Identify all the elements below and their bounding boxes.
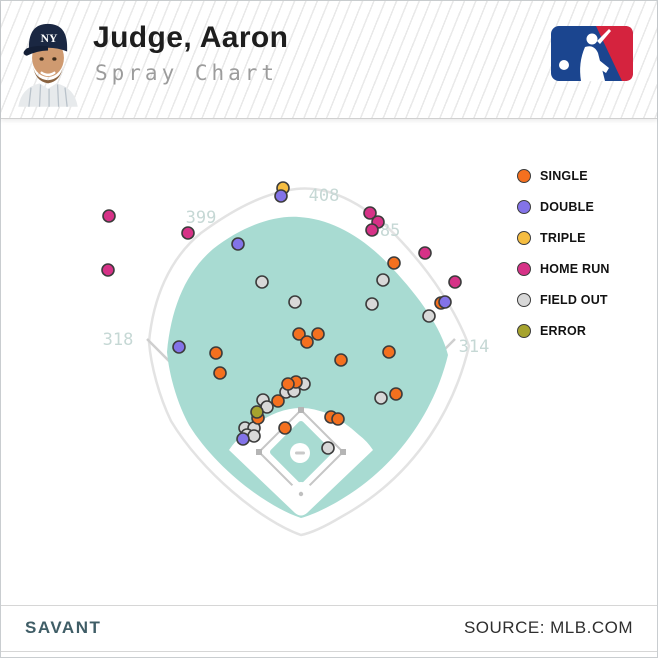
hit-dot-single[interactable]	[334, 353, 348, 367]
hit-dot-double[interactable]	[438, 295, 452, 309]
hit-dot-double[interactable]	[236, 432, 250, 446]
mlb-logo-icon	[551, 26, 633, 81]
pitcher-rubber	[295, 451, 305, 455]
hit-dot-single[interactable]	[300, 335, 314, 349]
hit-dot-single[interactable]	[213, 366, 227, 380]
header: NY Judge, Aaron Spray Chart	[1, 1, 657, 119]
legend-item-triple: TRIPLE	[517, 231, 610, 245]
legend-label: TRIPLE	[540, 231, 586, 245]
legend-swatch-double	[517, 200, 531, 214]
page-subtitle: Spray Chart	[95, 61, 279, 85]
hit-dot-single[interactable]	[209, 346, 223, 360]
hit-dot-error[interactable]	[250, 405, 264, 419]
legend-swatch-field-out	[517, 293, 531, 307]
second-base	[298, 407, 304, 413]
legend-label: ERROR	[540, 324, 587, 338]
hit-dot-home-run[interactable]	[448, 275, 462, 289]
legend: SINGLE DOUBLE TRIPLE HOME RUN FIELD OUT ERROR	[517, 169, 610, 338]
hit-dot-home-run[interactable]	[365, 223, 379, 237]
wall-distance-314: 314	[459, 337, 490, 357]
hit-dot-single[interactable]	[271, 394, 285, 408]
hit-dot-single[interactable]	[311, 327, 325, 341]
hit-dot-double[interactable]	[274, 189, 288, 203]
hit-dot-field-out[interactable]	[374, 391, 388, 405]
legend-item-error: ERROR	[517, 324, 610, 338]
hit-dot-field-out[interactable]	[376, 273, 390, 287]
hit-dot-field-out[interactable]	[247, 429, 261, 443]
legend-swatch-home-run	[517, 262, 531, 276]
source-credit: SOURCE: MLB.COM	[463, 618, 633, 637]
hit-dot-double[interactable]	[231, 237, 245, 251]
footer: SAVANT SOURCE: MLB.COM	[1, 605, 657, 652]
legend-label: FIELD OUT	[540, 293, 608, 307]
legend-item-home-run: HOME RUN	[517, 262, 610, 276]
legend-item-single: SINGLE	[517, 169, 610, 183]
third-base	[256, 449, 262, 455]
hit-dot-double[interactable]	[172, 340, 186, 354]
home-plate	[298, 491, 304, 497]
savant-brand: SAVANT	[25, 618, 102, 637]
hit-dot-single[interactable]	[331, 412, 345, 426]
hit-dot-field-out[interactable]	[288, 295, 302, 309]
legend-label: SINGLE	[540, 169, 588, 183]
wall-distance-408: 408	[309, 186, 340, 206]
legend-item-field-out: FIELD OUT	[517, 293, 610, 307]
wall-distance-318: 318	[103, 330, 134, 350]
legend-swatch-single	[517, 169, 531, 183]
hit-dot-home-run[interactable]	[101, 263, 115, 277]
hit-dot-single[interactable]	[281, 377, 295, 391]
legend-item-double: DOUBLE	[517, 200, 610, 214]
hit-dot-home-run[interactable]	[363, 206, 377, 220]
wall-distance-399: 399	[186, 208, 217, 228]
player-headshot: NY	[18, 23, 78, 107]
legend-swatch-error	[517, 324, 531, 338]
svg-text:NY: NY	[41, 32, 58, 45]
hit-dot-single[interactable]	[382, 345, 396, 359]
hit-dot-field-out[interactable]	[422, 309, 436, 323]
hit-dot-single[interactable]	[389, 387, 403, 401]
hit-dot-field-out[interactable]	[365, 297, 379, 311]
hit-dot-single[interactable]	[292, 327, 306, 341]
first-base	[340, 449, 346, 455]
hit-dot-field-out[interactable]	[321, 441, 335, 455]
hit-dot-single[interactable]	[387, 256, 401, 270]
hit-dot-single[interactable]	[278, 421, 292, 435]
legend-label: HOME RUN	[540, 262, 610, 276]
hit-dot-home-run[interactable]	[418, 246, 432, 260]
hit-dot-field-out[interactable]	[255, 275, 269, 289]
legend-swatch-triple	[517, 231, 531, 245]
legend-label: DOUBLE	[540, 200, 594, 214]
page-title: Judge, Aaron	[93, 21, 289, 54]
hit-dot-home-run[interactable]	[181, 226, 195, 240]
hit-dot-home-run[interactable]	[102, 209, 116, 223]
